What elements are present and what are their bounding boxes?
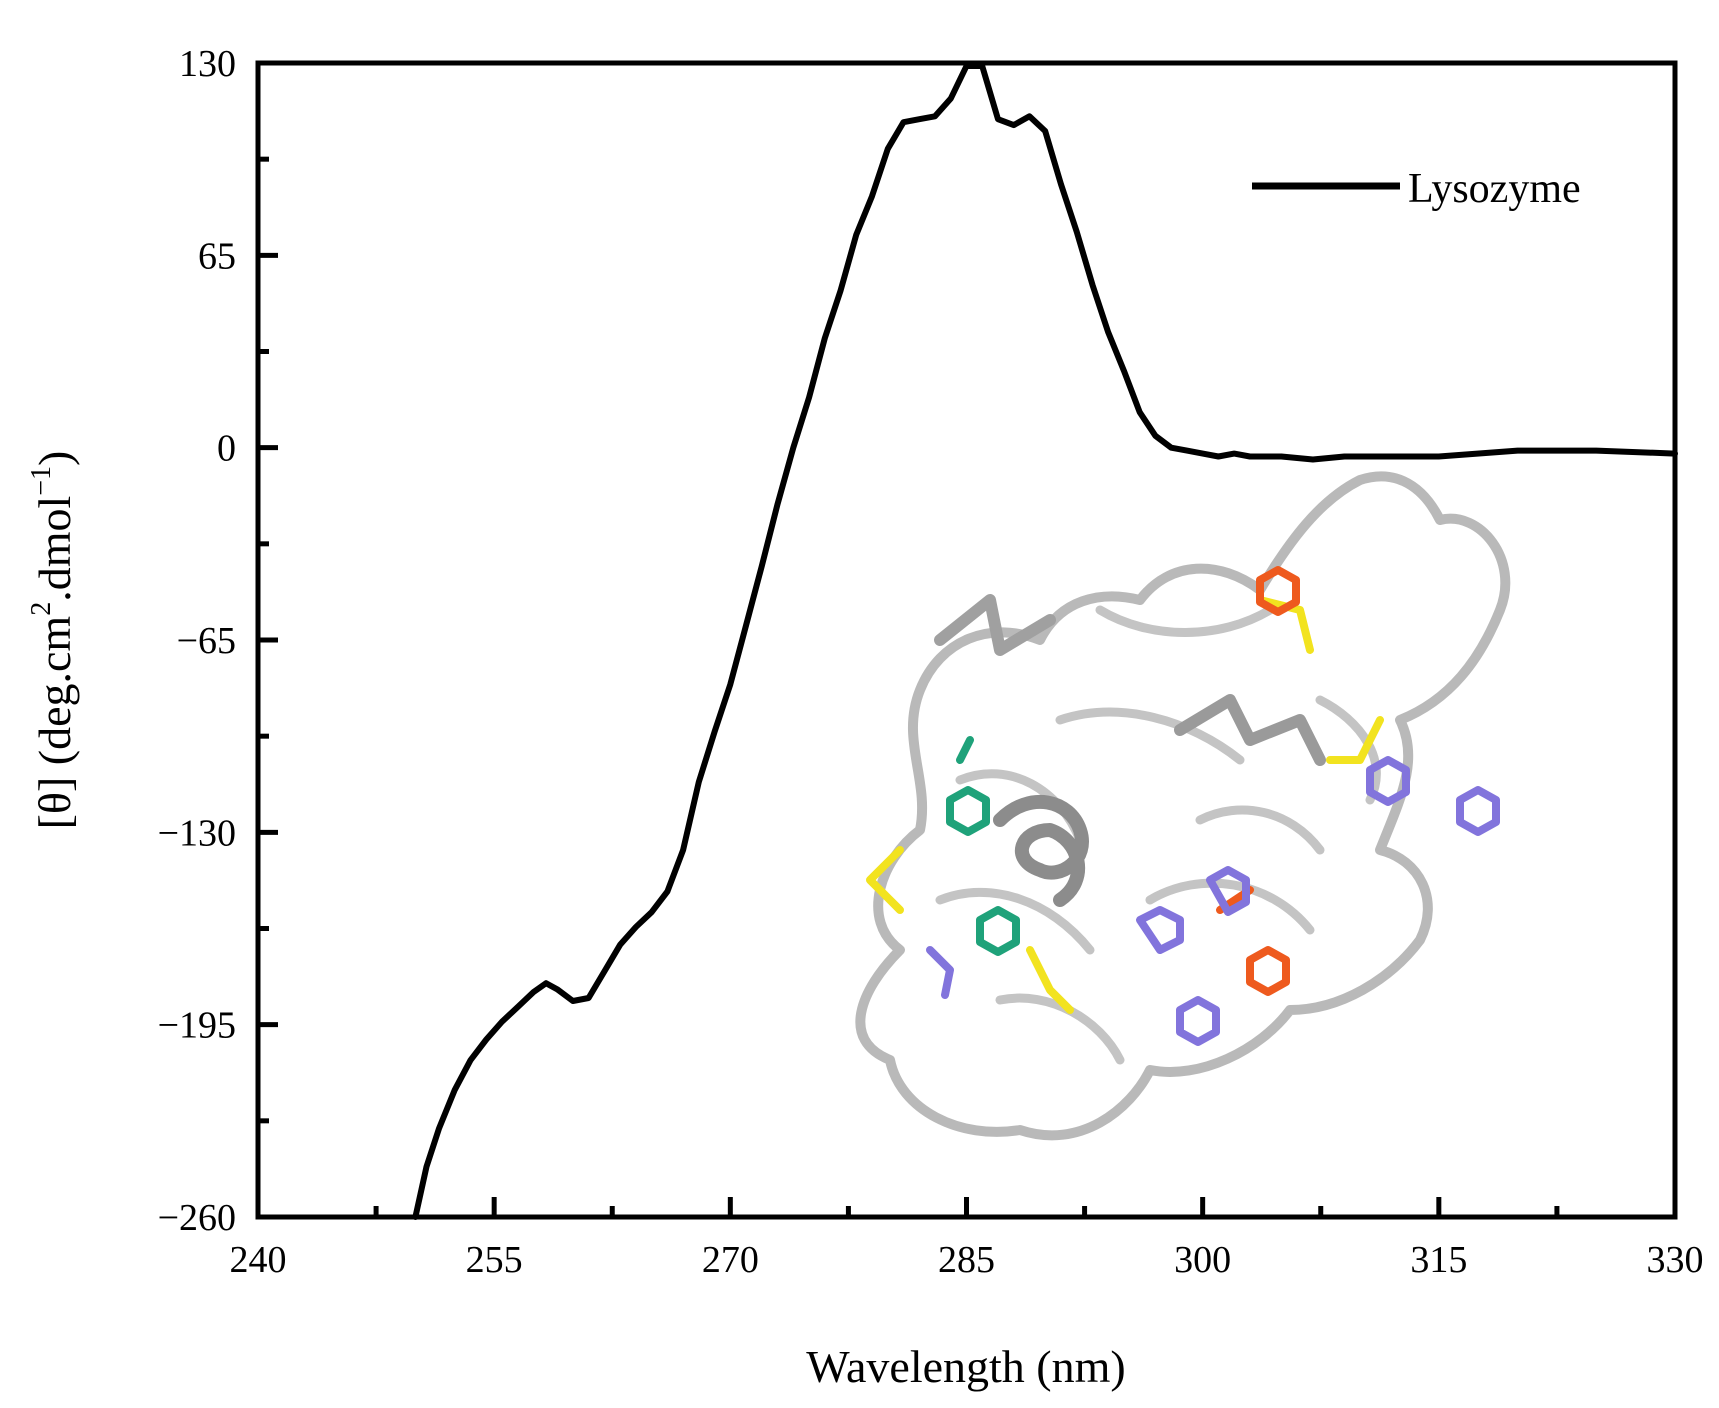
x-tick-label: 330 — [1647, 1239, 1704, 1281]
series-layer — [412, 63, 1678, 1220]
y-axis-title-middle: .dmol — [29, 496, 80, 602]
y-tick-label: −260 — [158, 1197, 236, 1239]
x-tick-label: 240 — [230, 1239, 287, 1281]
series-line-lysozyme — [412, 63, 1678, 1220]
protein-structure-inset — [855, 471, 1511, 1141]
y-axis-title-suffix: ) — [29, 451, 80, 466]
y-tick-label: 130 — [179, 43, 236, 85]
legend: Lysozyme — [1252, 166, 1581, 212]
y-tick-label: 0 — [217, 428, 236, 470]
x-tick-label: 300 — [1174, 1239, 1231, 1281]
legend-label-lysozyme: Lysozyme — [1408, 166, 1581, 212]
y-tick-label: −195 — [158, 1005, 236, 1047]
y-axis-title-sup1: 2 — [26, 602, 57, 616]
x-tick-label: 315 — [1410, 1239, 1467, 1281]
x-tick-label: 255 — [466, 1239, 523, 1281]
x-tick-label: 270 — [702, 1239, 759, 1281]
x-axis-ticks: 240 255 270 285 300 315 330 — [230, 1197, 1704, 1281]
y-tick-label: −130 — [158, 812, 236, 854]
y-axis-title-prefix: [θ] (deg.cm — [29, 616, 80, 830]
y-tick-label: −65 — [177, 620, 236, 662]
y-tick-label: 65 — [198, 235, 236, 277]
y-axis-ticks: 130 65 0 −65 −130 −195 −260 — [158, 43, 278, 1239]
x-axis-title: Wavelength (nm) — [806, 1341, 1125, 1392]
x-tick-label: 285 — [938, 1239, 995, 1281]
y-axis-title-sup2: −1 — [26, 466, 57, 496]
y-axis-title: [θ] (deg.cm2.dmol−1) — [26, 451, 80, 830]
